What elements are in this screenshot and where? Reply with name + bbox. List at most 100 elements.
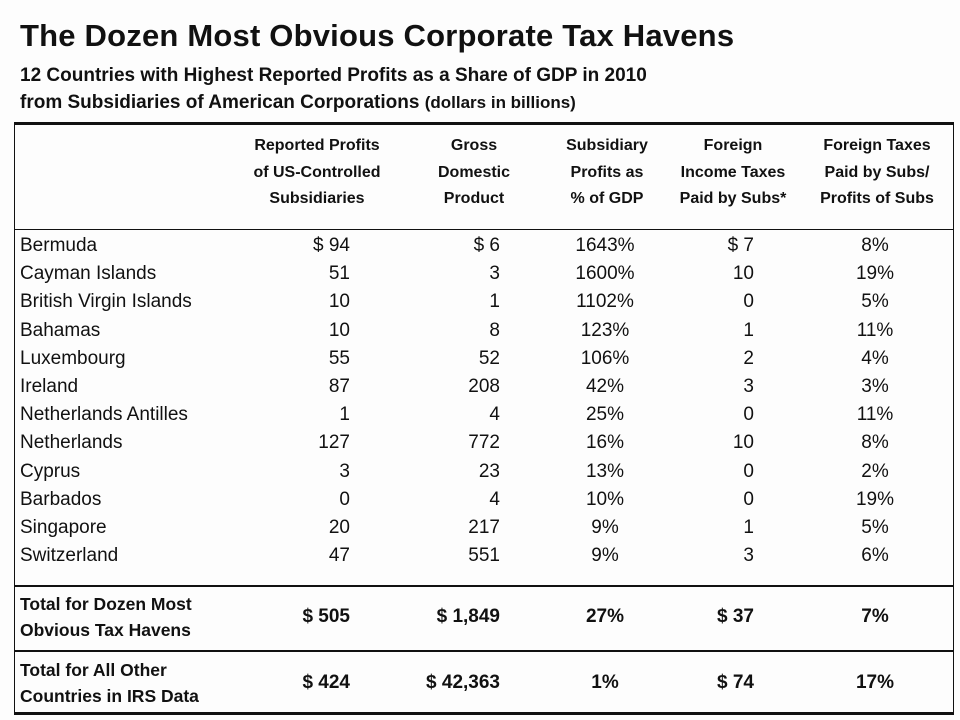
header-line: Profits as (570, 163, 644, 181)
cell-profits-pct-gdp: 123% (580, 319, 630, 341)
cell-foreign-taxes: $ 7 (727, 235, 754, 256)
table-row: British Virgin Islands 10 1 1102% 0 5% (20, 288, 950, 316)
header-line: Profits of Subs (820, 190, 934, 207)
cell-country: Netherlands (20, 432, 123, 454)
total-reported-profits: $ 505 (302, 606, 350, 627)
cell-reported-profits: 20 (328, 517, 350, 538)
header-tax-rate: Foreign Taxes Paid by Subs/ Profits of S… (804, 133, 950, 213)
cell-foreign-taxes: 0 (743, 404, 754, 426)
cell-foreign-taxes: 2 (743, 347, 754, 369)
cell-profits-pct-gdp: 9% (591, 517, 619, 538)
cell-profits-pct-gdp: 13% (585, 460, 625, 482)
cell-profits-pct-gdp: 25% (585, 404, 625, 426)
cell-profits-pct-gdp: 106% (580, 347, 630, 369)
totals-rule (14, 585, 954, 587)
cell-tax-rate: 6% (861, 545, 889, 567)
header-foreign-income-taxes: Foreign Income Taxes Paid by Subs* (666, 133, 800, 213)
total-tax-rate: 17% (855, 672, 895, 693)
total-foreign-taxes: $ 37 (717, 606, 754, 627)
cell-reported-profits: 3 (339, 460, 350, 482)
cell-country: Cyprus (20, 460, 81, 482)
cell-tax-rate: 2% (861, 460, 889, 482)
total-profits-pct-gdp: 1% (591, 672, 619, 693)
table-row: Switzerland 47 551 9% 3 6% (20, 542, 950, 570)
total-profits-pct-gdp: 27% (585, 606, 625, 627)
cell-foreign-taxes: 10 (732, 432, 754, 454)
table-row: Cayman Islands 51 3 1600% 10 19% (20, 260, 950, 288)
header-line: Paid by Subs/ (824, 163, 930, 181)
cell-foreign-taxes: 0 (743, 460, 754, 482)
header-profits-pct-gdp: Subsidiary Profits as % of GDP (548, 133, 666, 213)
total-gdp: $ 1,849 (436, 606, 500, 627)
cell-reported-profits: 127 (318, 432, 350, 454)
left-border (14, 122, 15, 715)
cell-profits-pct-gdp: 10% (585, 488, 625, 510)
cell-reported-profits: 10 (328, 319, 350, 341)
cell-reported-profits: 1 (339, 404, 350, 426)
total-label: Total for All Other Countries in IRS Dat… (20, 657, 199, 709)
cell-reported-profits: 0 (339, 488, 350, 510)
cell-tax-rate: 19% (855, 263, 895, 285)
top-rule (14, 122, 954, 125)
cell-gdp: 772 (468, 432, 500, 454)
cell-reported-profits: 47 (328, 545, 350, 567)
cell-tax-rate: 11% (856, 319, 894, 341)
header-line: % of GDP (570, 190, 644, 207)
cell-gdp: 208 (468, 376, 500, 397)
cell-country: Ireland (20, 376, 79, 397)
cell-gdp: 1 (489, 291, 500, 313)
table-row: Singapore 20 217 9% 1 5% (20, 514, 950, 542)
header-line: Reported Profits (254, 137, 380, 154)
header-gdp: Gross Domestic Product (414, 133, 534, 213)
header-line: Gross (450, 137, 498, 154)
cell-profits-pct-gdp: 1643% (575, 235, 635, 256)
cell-country: Bermuda (20, 235, 98, 256)
table-row: Netherlands 127 772 16% 10 8% (20, 429, 950, 457)
table-row: Bahamas 10 8 123% 1 11% (20, 317, 950, 345)
cell-gdp: 8 (489, 319, 500, 341)
page-title: The Dozen Most Obvious Corporate Tax Hav… (20, 18, 735, 53)
cell-gdp: 4 (489, 488, 500, 510)
cell-country: Luxembourg (20, 347, 126, 369)
cell-profits-pct-gdp: 16% (585, 432, 625, 454)
header-line: Subsidiaries (269, 190, 365, 207)
cell-country: British Virgin Islands (20, 291, 192, 313)
cell-reported-profits: 10 (328, 291, 350, 313)
total-label-line: Obvious Tax Havens (20, 620, 191, 640)
header-line: Product (443, 190, 505, 207)
total-foreign-taxes: $ 74 (717, 672, 754, 693)
subtitle-line-2-text: from Subsidiaries of American Corporatio… (20, 92, 420, 113)
cell-profits-pct-gdp: 1600% (575, 263, 635, 285)
table-row: Barbados 0 4 10% 0 19% (20, 486, 950, 514)
subtitle: 12 Countries with Highest Reported Profi… (20, 62, 647, 116)
total-row-dozen-havens: Total for Dozen Most Obvious Tax Havens … (20, 591, 950, 647)
cell-tax-rate: 5% (861, 517, 889, 538)
cell-reported-profits: 51 (328, 263, 350, 285)
cell-gdp: 4 (489, 404, 500, 426)
total-reported-profits: $ 424 (302, 672, 350, 693)
cell-reported-profits: 87 (328, 376, 350, 397)
cell-reported-profits: $ 94 (313, 235, 350, 256)
cell-country: Switzerland (20, 545, 119, 567)
cell-foreign-taxes: 3 (743, 545, 754, 567)
header-line: of US-Controlled (253, 163, 381, 181)
total-label-line: Countries in IRS Data (20, 686, 199, 706)
table-row: Cyprus 3 23 13% 0 2% (20, 458, 950, 486)
header-line: Foreign Taxes (823, 137, 931, 154)
total-tax-rate: 7% (861, 606, 889, 627)
header-line: Paid by Subs* (679, 190, 787, 207)
cell-foreign-taxes: 10 (732, 263, 754, 285)
cell-country: Netherlands Antilles (20, 404, 188, 426)
table-row: Luxembourg 55 52 106% 2 4% (20, 345, 950, 373)
total-label-line: Total for Dozen Most (20, 594, 192, 614)
cell-foreign-taxes: 3 (743, 376, 754, 397)
table-row: Ireland 87 208 42% 3 3% (20, 373, 950, 401)
table-row: Bermuda $ 94 $ 6 1643% $ 7 8% (20, 232, 950, 260)
subtitle-line-1: 12 Countries with Highest Reported Profi… (20, 65, 647, 86)
header-line: Foreign (703, 137, 763, 154)
cell-tax-rate: 11% (856, 404, 894, 426)
cell-country: Barbados (20, 488, 102, 510)
cell-country: Bahamas (20, 319, 101, 341)
cell-gdp: 52 (478, 347, 500, 369)
